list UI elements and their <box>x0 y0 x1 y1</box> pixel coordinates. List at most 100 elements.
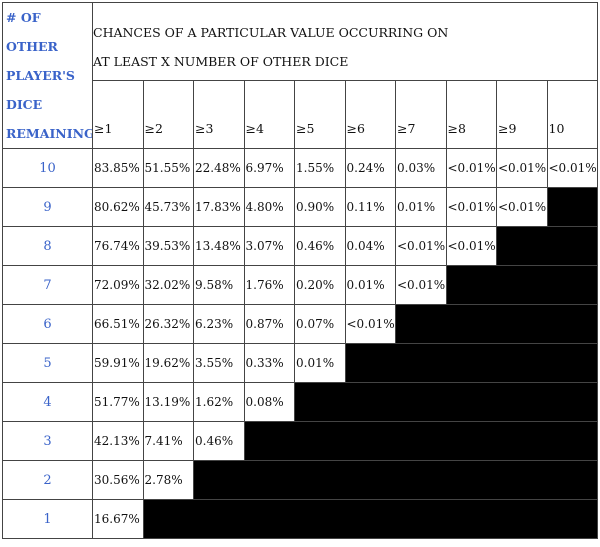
cell: 51.55% <box>142 148 194 188</box>
cell: 0.46% <box>294 226 346 266</box>
row-header: # OF OTHER PLAYER'S DICE REMAINING <box>2 2 93 149</box>
cell: 6.97% <box>243 148 295 188</box>
cell: 51.77% <box>92 382 144 422</box>
cell: 1.62% <box>193 382 245 422</box>
data-row: 3 42.13% 7.41% 0.46% <box>2 421 598 461</box>
row-label: 7 <box>2 265 93 305</box>
title: CHANCES OF A PARTICULAR VALUE OCCURRING … <box>92 2 598 81</box>
cell: 0.04% <box>344 226 396 266</box>
cell: <0.01% <box>395 265 447 305</box>
cell: 32.02% <box>142 265 194 305</box>
data-row: 9 80.62% 45.73% 17.83% 4.80% 0.90% 0.11% 0.01% <… <box>2 187 598 227</box>
cell: 0.08% <box>243 382 295 422</box>
column-header: ≥4 <box>243 79 295 150</box>
cell: 1.76% <box>243 265 295 305</box>
cell: 0.33% <box>243 343 295 383</box>
cell: 0.07% <box>294 304 346 344</box>
cell: <0.01% <box>546 148 598 188</box>
column-header: ≥3 <box>193 79 245 150</box>
blank-cell <box>243 421 598 461</box>
title-line: AT LEAST X NUMBER OF OTHER DICE <box>93 54 349 69</box>
column-header: ≥1 <box>92 79 144 150</box>
cell: 0.01% <box>294 343 346 383</box>
cell: 0.01% <box>344 265 396 305</box>
cell: 13.48% <box>193 226 245 266</box>
row-label: 2 <box>2 460 93 500</box>
cell: <0.01% <box>445 187 497 227</box>
row-header-line: OTHER <box>6 39 58 54</box>
row-header-line: # OF <box>6 10 41 25</box>
cell: 0.46% <box>193 421 245 461</box>
cell: 3.55% <box>193 343 245 383</box>
cell: 16.67% <box>92 499 144 539</box>
cell: 0.01% <box>395 187 447 227</box>
cell: <0.01% <box>445 148 497 188</box>
cell: 42.13% <box>92 421 144 461</box>
row-label: 3 <box>2 421 93 461</box>
data-row: 1 16.67% <box>2 499 598 539</box>
column-header: ≥7 <box>395 79 447 150</box>
cell: 0.24% <box>344 148 396 188</box>
cell: 17.83% <box>193 187 245 227</box>
column-header: ≥5 <box>294 79 346 150</box>
blank-cell <box>445 265 598 305</box>
cell: 0.90% <box>294 187 346 227</box>
column-header: ≥8 <box>445 79 497 150</box>
row-label: 1 <box>2 499 93 539</box>
cell: 2.78% <box>142 460 194 500</box>
header-row: # OF OTHER PLAYER'S DICE REMAINING CHANCES OF… <box>2 2 598 149</box>
cell: 0.03% <box>395 148 447 188</box>
data-row: 8 76.74% 39.53% 13.48% 3.07% 0.46% 0.04% <0.01%… <box>2 226 598 266</box>
cell: 7.41% <box>142 421 194 461</box>
data-row: 6 66.51% 26.32% 6.23% 0.87% 0.07% <0.01% <box>2 304 598 344</box>
data-row: 4 51.77% 13.19% 1.62% 0.08% <box>2 382 598 422</box>
probability-table: # OF OTHER PLAYER'S DICE REMAINING CHANCES OF… <box>2 2 598 539</box>
cell: 72.09% <box>92 265 144 305</box>
row-label: 6 <box>2 304 93 344</box>
blank-cell <box>395 304 598 344</box>
cell: 39.53% <box>142 226 194 266</box>
column-header: ≥9 <box>496 79 548 150</box>
cell: <0.01% <box>496 148 548 188</box>
cell: <0.01% <box>496 187 548 227</box>
column-header: 10 <box>546 79 598 150</box>
blank-cell <box>546 187 598 227</box>
blank-cell <box>193 460 598 500</box>
row-header-line: PLAYER'S <box>6 68 75 83</box>
row-label: 4 <box>2 382 93 422</box>
cell: 0.87% <box>243 304 295 344</box>
cell: 19.62% <box>142 343 194 383</box>
row-header-line: DICE <box>6 97 43 112</box>
cell: 26.32% <box>142 304 194 344</box>
row-label: 5 <box>2 343 93 383</box>
cell: 9.58% <box>193 265 245 305</box>
cell: 3.07% <box>243 226 295 266</box>
data-row: 10 83.85% 51.55% 22.48% 6.97% 1.55% 0.24% 0.03%… <box>2 148 598 188</box>
cell: 4.80% <box>243 187 295 227</box>
cell: 76.74% <box>92 226 144 266</box>
column-header-row: ≥1 ≥2 ≥3 ≥4 ≥5 ≥6 ≥7 ≥8 ≥9 10 <box>3 79 598 150</box>
cell: 45.73% <box>142 187 194 227</box>
cell: 66.51% <box>92 304 144 344</box>
data-row: 7 72.09% 32.02% 9.58% 1.76% 0.20% 0.01% <0.01% <box>2 265 598 305</box>
title-line: CHANCES OF A PARTICULAR VALUE OCCURRING … <box>93 25 449 40</box>
column-header: ≥6 <box>344 79 396 150</box>
cell: 1.55% <box>294 148 346 188</box>
blank-cell <box>496 226 598 266</box>
cell: <0.01% <box>445 226 497 266</box>
column-header: ≥2 <box>142 79 194 150</box>
cell: 13.19% <box>142 382 194 422</box>
data-row: 5 59.91% 19.62% 3.55% 0.33% 0.01% <box>2 343 598 383</box>
row-label: 10 <box>2 148 93 188</box>
cell: 0.11% <box>344 187 396 227</box>
row-label: 8 <box>2 226 93 266</box>
row-header-line: REMAINING <box>6 126 93 141</box>
cell: 83.85% <box>92 148 144 188</box>
cell: 30.56% <box>92 460 144 500</box>
cell: 59.91% <box>92 343 144 383</box>
blank-cell <box>294 382 598 422</box>
cell: 6.23% <box>193 304 245 344</box>
cell: 22.48% <box>193 148 245 188</box>
data-row: 2 30.56% 2.78% <box>2 460 598 500</box>
